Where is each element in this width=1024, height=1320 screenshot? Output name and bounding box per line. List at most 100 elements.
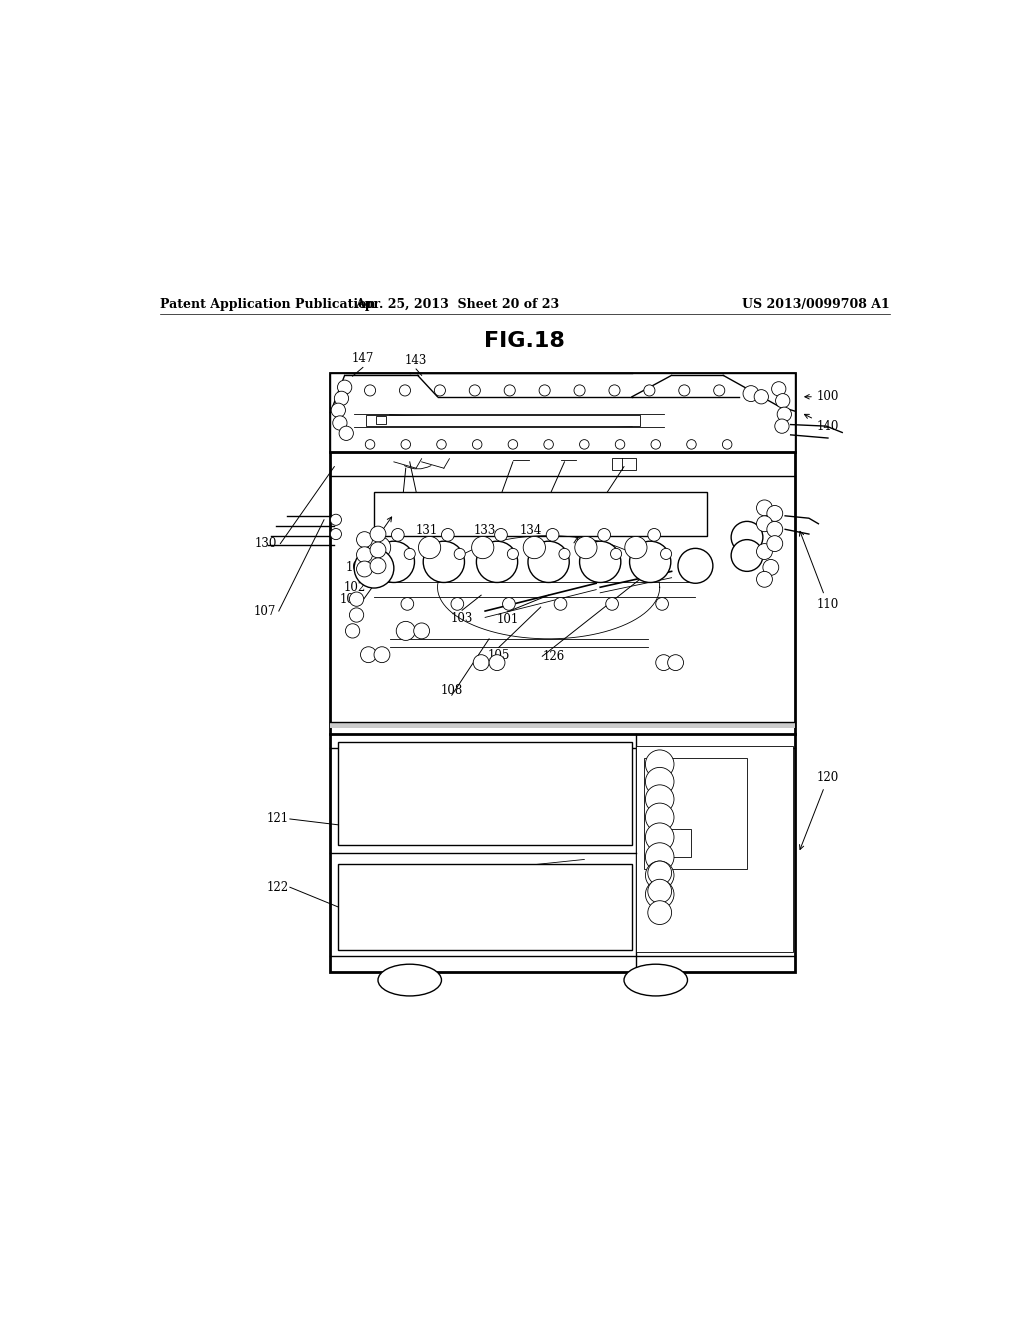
Text: 133: 133 <box>474 524 497 537</box>
Circle shape <box>655 598 669 610</box>
Circle shape <box>349 591 364 606</box>
Circle shape <box>574 536 597 558</box>
Bar <box>331 374 795 972</box>
Circle shape <box>331 403 345 417</box>
Circle shape <box>678 548 713 583</box>
Circle shape <box>648 861 672 884</box>
Circle shape <box>441 528 455 541</box>
Text: 106: 106 <box>340 593 362 606</box>
Circle shape <box>645 842 674 871</box>
Text: 132: 132 <box>387 549 409 562</box>
Circle shape <box>370 527 386 543</box>
Bar <box>331 722 795 727</box>
Circle shape <box>391 528 404 541</box>
Circle shape <box>338 380 352 395</box>
Circle shape <box>434 385 445 396</box>
Circle shape <box>679 385 690 396</box>
Text: 126: 126 <box>543 649 564 663</box>
Circle shape <box>648 528 660 541</box>
Circle shape <box>369 536 391 558</box>
Text: 122: 122 <box>266 880 289 894</box>
Circle shape <box>655 655 672 671</box>
Circle shape <box>580 440 589 449</box>
Text: 105: 105 <box>487 649 510 663</box>
Text: 110: 110 <box>800 532 839 611</box>
Text: 103: 103 <box>451 612 473 624</box>
Bar <box>338 742 632 845</box>
Text: 121: 121 <box>266 813 289 825</box>
Circle shape <box>539 385 550 396</box>
Circle shape <box>334 391 348 405</box>
Circle shape <box>360 647 377 663</box>
Circle shape <box>472 536 494 558</box>
Circle shape <box>469 385 480 396</box>
Circle shape <box>356 561 373 577</box>
Circle shape <box>356 546 373 562</box>
Circle shape <box>356 532 373 548</box>
Circle shape <box>423 541 465 582</box>
Bar <box>374 492 708 536</box>
Circle shape <box>354 548 394 587</box>
Circle shape <box>331 528 341 540</box>
Circle shape <box>365 385 376 396</box>
Circle shape <box>508 440 518 449</box>
Circle shape <box>339 426 353 441</box>
Circle shape <box>645 861 674 890</box>
Circle shape <box>419 536 440 558</box>
Circle shape <box>731 521 763 553</box>
Circle shape <box>559 548 570 560</box>
Circle shape <box>645 880 674 908</box>
Text: 108: 108 <box>440 684 463 697</box>
Circle shape <box>404 548 416 560</box>
Bar <box>655 829 691 857</box>
Text: 104: 104 <box>345 517 391 574</box>
Circle shape <box>767 536 782 552</box>
Text: FIG.18: FIG.18 <box>484 331 565 351</box>
Circle shape <box>528 541 569 582</box>
Circle shape <box>414 623 430 639</box>
Circle shape <box>648 879 672 903</box>
Circle shape <box>503 598 515 610</box>
Circle shape <box>504 385 515 396</box>
Circle shape <box>598 528 610 541</box>
Bar <box>331 374 795 453</box>
Circle shape <box>763 560 778 576</box>
Circle shape <box>757 516 772 532</box>
Text: 131: 131 <box>416 524 437 537</box>
Circle shape <box>668 655 684 671</box>
Text: 100: 100 <box>805 391 840 404</box>
Bar <box>377 416 386 424</box>
Circle shape <box>580 541 621 582</box>
Text: 102: 102 <box>344 581 367 594</box>
Circle shape <box>523 536 546 558</box>
Circle shape <box>777 407 792 421</box>
Text: 140: 140 <box>805 414 840 433</box>
Circle shape <box>630 541 671 582</box>
Circle shape <box>687 440 696 449</box>
Circle shape <box>472 440 482 449</box>
Circle shape <box>645 803 674 832</box>
Circle shape <box>610 548 622 560</box>
Text: Patent Application Publication: Patent Application Publication <box>160 298 375 312</box>
Circle shape <box>436 440 446 449</box>
Circle shape <box>374 647 390 663</box>
Circle shape <box>757 544 772 560</box>
Circle shape <box>731 540 763 572</box>
Text: 120: 120 <box>800 771 839 850</box>
Circle shape <box>660 548 672 560</box>
Bar <box>338 865 632 950</box>
Text: 147: 147 <box>351 352 374 366</box>
Circle shape <box>345 624 359 638</box>
Circle shape <box>645 822 674 851</box>
Circle shape <box>473 655 489 671</box>
Circle shape <box>399 385 411 396</box>
Circle shape <box>489 655 505 671</box>
Circle shape <box>645 767 674 796</box>
Circle shape <box>754 389 768 404</box>
Circle shape <box>757 572 772 587</box>
Circle shape <box>476 541 518 582</box>
Text: 107: 107 <box>253 605 275 618</box>
Circle shape <box>451 598 464 610</box>
Circle shape <box>644 385 655 396</box>
Circle shape <box>743 385 759 401</box>
